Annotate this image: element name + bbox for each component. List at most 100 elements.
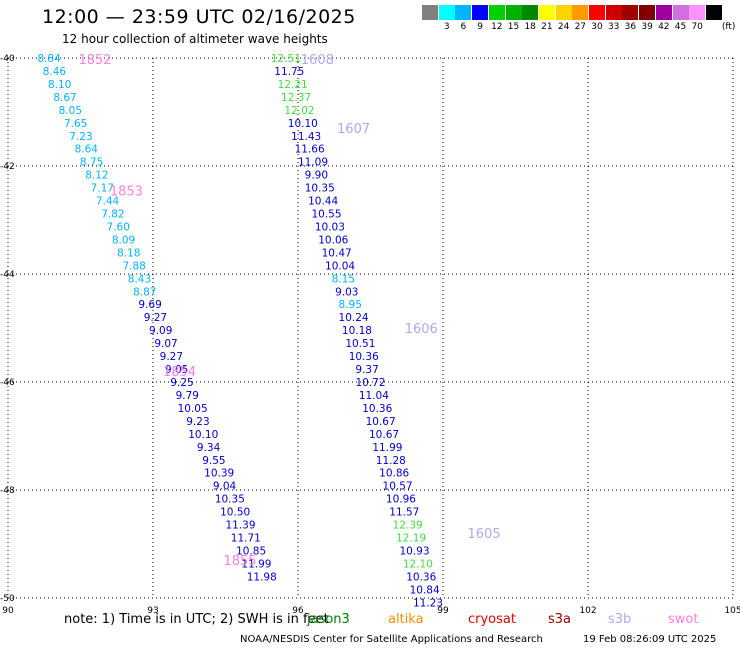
wave-height-label: 12.21 bbox=[278, 79, 308, 91]
legend-label: 21 bbox=[541, 22, 553, 32]
lon-tick-label: 99 bbox=[437, 606, 449, 616]
lat-tick-label: -50 bbox=[0, 594, 15, 604]
wave-height-label: 11.23 bbox=[413, 597, 443, 609]
wave-height-label: 10.47 bbox=[322, 247, 352, 259]
pass-time-label: 1608 bbox=[301, 53, 334, 68]
wave-height-label: 10.72 bbox=[355, 377, 385, 389]
wave-height-label: 10.44 bbox=[308, 196, 338, 208]
wave-height-label: 11.57 bbox=[389, 507, 419, 519]
wave-height-label: 11.39 bbox=[225, 520, 255, 532]
legend-swatch bbox=[605, 5, 622, 20]
wave-height-label: 7.88 bbox=[122, 260, 145, 272]
lon-tick-label: 102 bbox=[579, 606, 596, 616]
wave-height-label: 7.60 bbox=[107, 221, 130, 233]
wave-height-label: 10.24 bbox=[339, 312, 369, 324]
wave-height-label: 9.34 bbox=[197, 442, 221, 454]
wave-height-label: 12.39 bbox=[393, 520, 423, 532]
wave-height-label: 9.04 bbox=[213, 481, 237, 493]
wave-height-label: 8.75 bbox=[80, 157, 103, 169]
wave-height-label: 10.67 bbox=[366, 416, 396, 428]
wave-height-label: 10.10 bbox=[288, 118, 318, 130]
lat-tick-label: -44 bbox=[0, 270, 15, 280]
wave-height-label: 10.96 bbox=[386, 494, 416, 506]
legend-swatch bbox=[538, 5, 555, 20]
wave-height-label: 10.36 bbox=[349, 351, 379, 363]
legend-label: 9 bbox=[477, 22, 483, 32]
wave-height-label: 9.90 bbox=[305, 170, 328, 182]
wave-height-label: 10.67 bbox=[369, 429, 399, 441]
legend-label: 33 bbox=[607, 22, 620, 32]
legend-swatch bbox=[472, 5, 489, 20]
legend-label: 42 bbox=[658, 22, 670, 32]
pass-time-label: 1606 bbox=[405, 322, 438, 337]
lat-tick-label: -48 bbox=[0, 486, 15, 496]
page-title: 12:00 — 23:59 UTC 02/16/2025 bbox=[42, 6, 356, 28]
wave-height-label: 9.79 bbox=[176, 390, 199, 402]
wave-height-label: 9.37 bbox=[355, 364, 378, 376]
legend-swatch bbox=[505, 5, 522, 20]
lat-tick-label: -40 bbox=[0, 54, 15, 64]
wave-height-label: 9.27 bbox=[144, 312, 167, 324]
legend-swatch bbox=[672, 5, 689, 20]
legend-label: 24 bbox=[557, 22, 570, 32]
wave-height-label: 9.23 bbox=[186, 416, 209, 428]
wave-height-label: 9.25 bbox=[170, 377, 193, 389]
legend-unit: (ft) bbox=[721, 22, 736, 32]
wave-height-label: 7.44 bbox=[96, 196, 120, 208]
lat-tick-label: -46 bbox=[0, 378, 15, 388]
legend-swatch bbox=[422, 5, 438, 20]
legend-label: 15 bbox=[507, 22, 520, 32]
wave-height-label: 10.57 bbox=[383, 481, 413, 493]
lon-tick-label: 90 bbox=[2, 606, 14, 616]
wave-height-label: 10.93 bbox=[399, 545, 429, 557]
wave-height-label: 11.75 bbox=[274, 66, 304, 78]
wave-height-label: 7.65 bbox=[64, 118, 87, 130]
legend-label: 6 bbox=[460, 22, 467, 32]
pass-time-label: 1854 bbox=[163, 365, 196, 380]
wave-height-label: 10.35 bbox=[305, 183, 335, 195]
lon-tick-label: 96 bbox=[292, 606, 304, 616]
pass-time-label: 1855 bbox=[223, 554, 256, 569]
wave-height-label: 8.12 bbox=[85, 170, 108, 182]
wave-height-label: 10.04 bbox=[325, 260, 355, 272]
wave-height-label: 12.51 bbox=[271, 53, 301, 65]
wave-height-label: 12.10 bbox=[403, 558, 433, 570]
lon-tick-label: 105 bbox=[724, 606, 740, 616]
wave-height-label: 9.03 bbox=[335, 286, 358, 298]
wave-height-label: 10.06 bbox=[318, 234, 348, 246]
wave-height-label: 9.27 bbox=[160, 351, 183, 363]
lat-tick-label: -42 bbox=[0, 162, 15, 172]
wave-height-label: 7.17 bbox=[91, 183, 114, 195]
legend-swatch bbox=[622, 5, 639, 20]
legend-swatch bbox=[455, 5, 472, 20]
legend-swatch bbox=[689, 5, 706, 20]
wave-height-label: 9.69 bbox=[138, 299, 161, 311]
wave-height-label: 10.85 bbox=[236, 545, 266, 557]
wave-height-label: 7.23 bbox=[69, 131, 92, 143]
wave-height-label: 10.55 bbox=[311, 209, 341, 221]
wave-height-label: 11.04 bbox=[359, 390, 389, 402]
wave-height-label: 8.95 bbox=[339, 299, 362, 311]
legend-swatch bbox=[639, 5, 656, 20]
wave-height-label: 11.43 bbox=[291, 131, 321, 143]
wave-height-label: 10.05 bbox=[178, 403, 208, 415]
legend-swatch bbox=[522, 5, 539, 20]
legend-swatch bbox=[438, 5, 455, 20]
wave-height-label: 8.05 bbox=[59, 105, 82, 117]
wave-height-label: 11.99 bbox=[372, 442, 402, 454]
legend-label: 18 bbox=[524, 22, 536, 32]
wave-height-label: 11.71 bbox=[231, 533, 261, 545]
credit-text: NOAA/NESDIS Center for Satellite Applica… bbox=[240, 634, 543, 645]
pass-time-label: 1852 bbox=[78, 53, 111, 68]
wave-height-label: 10.51 bbox=[345, 338, 375, 350]
wave-height-label: 8.64 bbox=[75, 144, 99, 156]
wave-height-label: 8.15 bbox=[332, 273, 355, 285]
pass-time-label: 1607 bbox=[337, 122, 370, 137]
wave-height-label: 11.28 bbox=[376, 455, 406, 467]
legend-label: 30 bbox=[591, 22, 603, 32]
legend-label: 70 bbox=[691, 22, 703, 32]
wave-height-label: 8.43 bbox=[128, 273, 151, 285]
pass-time-label: 1853 bbox=[110, 184, 143, 199]
wave-height-label: 9.05 bbox=[165, 364, 188, 376]
